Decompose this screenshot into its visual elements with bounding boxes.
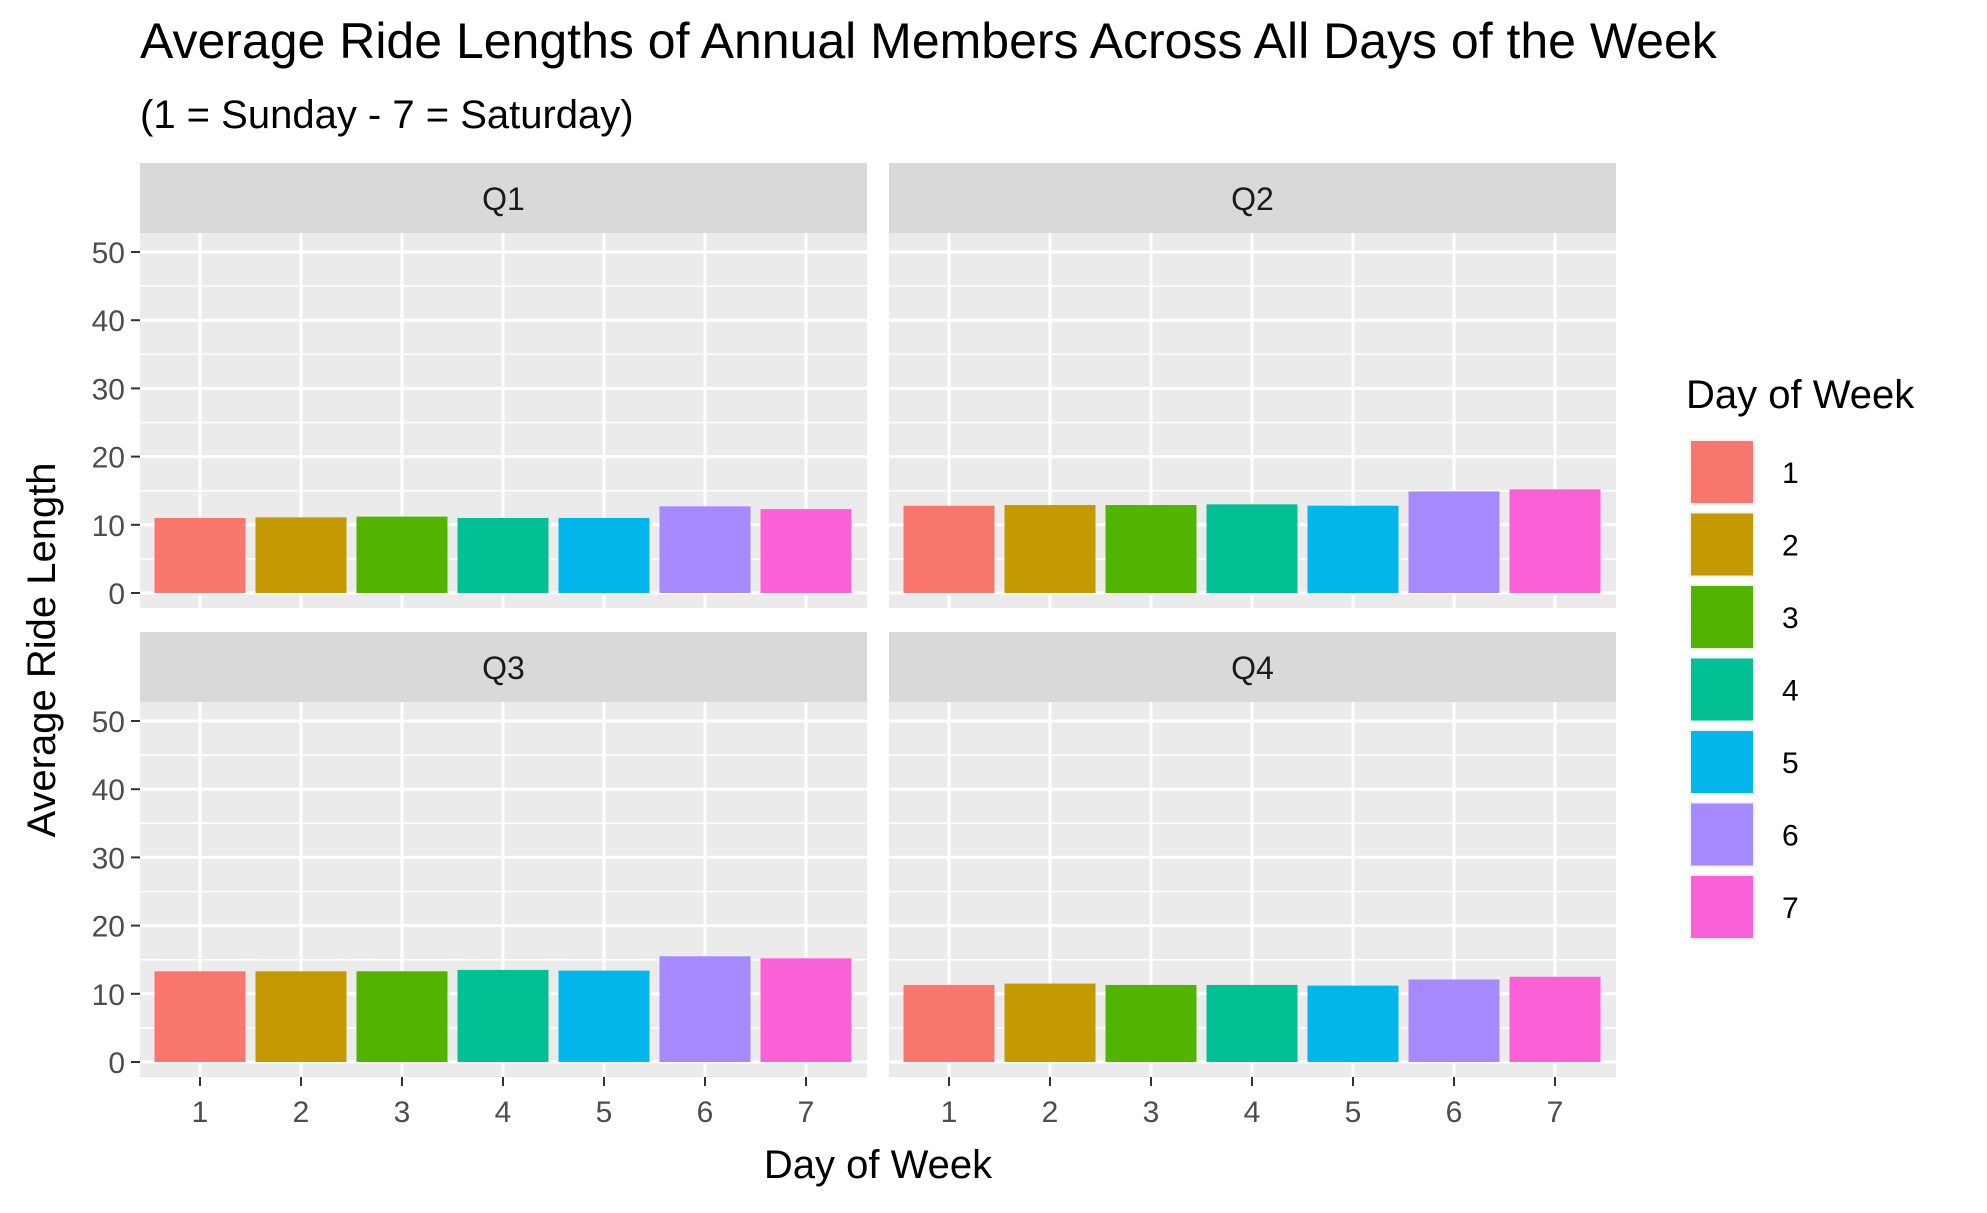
facet-strip: [889, 163, 1616, 233]
facet-panels: Q1 0 10 20 30 40 50 Q2 Q3 0 10 20 30 40 50 1 2 3 4 5 6 7 Q4 1 2 3…: [92, 163, 1616, 1129]
legend-swatch-7: [1691, 876, 1753, 938]
bar-q2-day-5: [1307, 505, 1399, 593]
legend-label-6: 6: [1782, 820, 1799, 853]
bar-q1-day-7: [760, 509, 852, 593]
y-tick-label: 20: [92, 442, 125, 475]
legend-title: Day of Week: [1686, 373, 1915, 417]
legend-label-4: 4: [1782, 675, 1799, 708]
legend-swatch-2: [1691, 513, 1753, 576]
bar-q4-day-5: [1307, 985, 1399, 1062]
chart-subtitle: (1 = Sunday - 7 = Saturday): [140, 93, 634, 137]
y-axis-title: Average Ride Length: [20, 462, 64, 837]
bar-q4-day-2: [1004, 983, 1096, 1062]
facet-panel-q4: Q4 1 2 3 4 5 6 7: [889, 632, 1616, 1129]
bar-q1-day-1: [154, 517, 246, 593]
facet-strip-label: Q1: [482, 181, 525, 217]
y-tick-label: 30: [92, 842, 125, 875]
legend-label-7: 7: [1782, 892, 1799, 925]
chart-title: Average Ride Lengths of Annual Members A…: [140, 13, 1718, 69]
x-tick-label: 2: [293, 1096, 310, 1129]
bar-q1-day-6: [659, 506, 751, 593]
bar-q3-day-7: [760, 958, 852, 1062]
legend-label-1: 1: [1782, 457, 1799, 490]
bar-q3-day-3: [356, 971, 448, 1062]
x-tick-label: 4: [1244, 1096, 1261, 1129]
legend-swatch-3: [1691, 586, 1753, 648]
x-tick-label: 3: [394, 1096, 411, 1129]
bar-q4-day-6: [1408, 979, 1500, 1062]
y-tick-label: 0: [108, 1047, 125, 1080]
y-tick-label: 50: [92, 706, 125, 739]
legend-label-3: 3: [1782, 602, 1799, 635]
facet-strip: [140, 163, 867, 233]
legend-label-2: 2: [1782, 530, 1799, 563]
legend: Day of Week 1 2 3 4 5 6 7: [1686, 373, 1915, 940]
bar-q4-day-4: [1206, 984, 1298, 1062]
y-tick-label: 20: [92, 911, 125, 944]
y-tick-label: 0: [108, 578, 125, 611]
y-tick-label: 50: [92, 237, 125, 270]
bar-q1-day-5: [558, 517, 650, 593]
legend-swatch-5: [1691, 731, 1753, 793]
x-tick-label: 5: [1345, 1096, 1362, 1129]
bar-q4-day-1: [903, 984, 995, 1062]
bar-q3-day-5: [558, 970, 650, 1062]
bar-q3-day-6: [659, 956, 751, 1062]
bar-q3-day-4: [457, 969, 549, 1062]
bar-q1-day-2: [255, 517, 347, 593]
y-tick-label: 30: [92, 373, 125, 406]
x-tick-label: 6: [697, 1096, 714, 1129]
bar-q1-day-4: [457, 517, 549, 593]
legend-swatch-4: [1691, 658, 1753, 721]
y-tick-label: 40: [92, 774, 125, 807]
x-tick-label: 7: [798, 1096, 815, 1129]
x-axis-title: Day of Week: [764, 1143, 993, 1187]
facet-panel-q2: Q2: [889, 163, 1616, 608]
y-tick-label: 40: [92, 305, 125, 338]
facet-panel-q3: Q3 0 10 20 30 40 50 1 2 3 4 5 6 7: [92, 632, 867, 1129]
x-tick-label: 3: [1143, 1096, 1160, 1129]
bar-q2-day-4: [1206, 504, 1298, 593]
legend-swatch-6: [1691, 803, 1753, 866]
x-tick-label: 7: [1547, 1096, 1564, 1129]
bar-q4-day-7: [1509, 976, 1601, 1062]
legend-label-5: 5: [1782, 747, 1799, 780]
bar-q2-day-1: [903, 505, 995, 593]
bar-q3-day-2: [255, 971, 347, 1062]
x-tick-label: 2: [1042, 1096, 1059, 1129]
bar-q2-day-2: [1004, 505, 1096, 593]
facet-strip: [140, 632, 867, 702]
facet-panel-q1: Q1 0 10 20 30 40 50: [92, 163, 867, 611]
legend-swatch-1: [1691, 441, 1753, 503]
x-tick-label: 4: [495, 1096, 512, 1129]
bar-q2-day-6: [1408, 491, 1500, 593]
bar-q2-day-7: [1509, 489, 1601, 593]
facet-strip: [889, 632, 1616, 702]
bar-q3-day-1: [154, 971, 246, 1062]
bar-q1-day-3: [356, 516, 448, 593]
x-tick-label: 1: [941, 1096, 958, 1129]
facet-strip-label: Q4: [1231, 650, 1274, 686]
x-tick-label: 6: [1446, 1096, 1463, 1129]
facet-strip-label: Q3: [482, 650, 525, 686]
facet-strip-label: Q2: [1231, 181, 1274, 217]
x-tick-label: 5: [596, 1096, 613, 1129]
bar-q2-day-3: [1105, 505, 1197, 593]
y-tick-label: 10: [92, 510, 125, 543]
bar-q4-day-3: [1105, 984, 1197, 1062]
y-tick-label: 10: [92, 979, 125, 1012]
x-tick-label: 1: [192, 1096, 209, 1129]
